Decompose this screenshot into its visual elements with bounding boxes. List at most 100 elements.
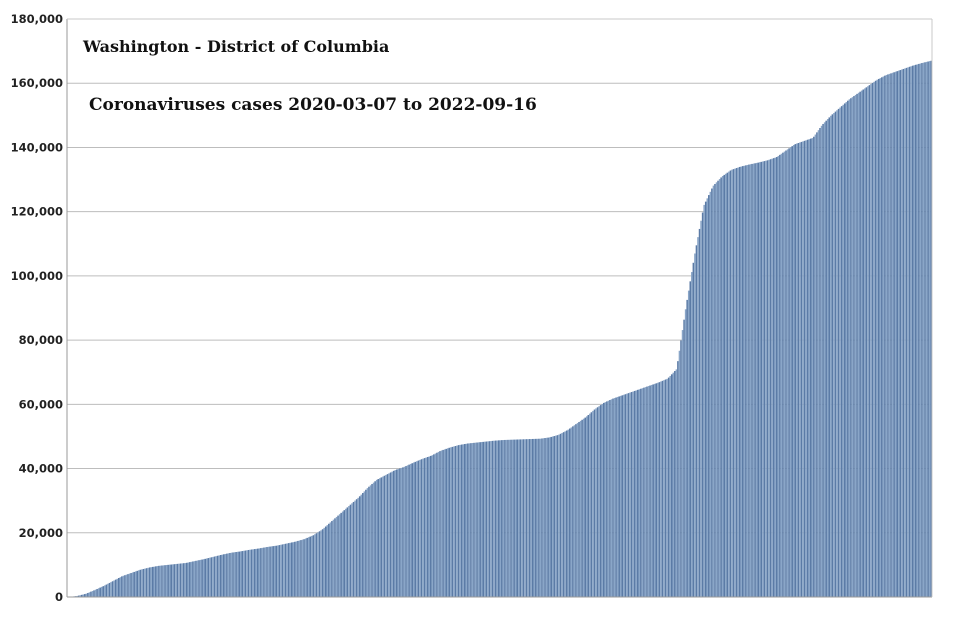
bar xyxy=(322,529,324,597)
bar xyxy=(86,594,88,597)
bar xyxy=(560,434,562,597)
bar xyxy=(532,439,534,597)
bar xyxy=(254,549,256,597)
bar xyxy=(881,77,883,597)
bar xyxy=(657,383,659,597)
bar xyxy=(583,419,585,597)
bar xyxy=(187,562,189,597)
bar xyxy=(388,473,390,597)
bar xyxy=(788,148,790,597)
bars-group xyxy=(69,61,932,597)
bar xyxy=(495,441,497,597)
bar xyxy=(398,469,400,597)
bar xyxy=(459,445,461,597)
bar xyxy=(669,376,671,597)
bar xyxy=(157,566,159,597)
bar xyxy=(693,263,695,597)
bar xyxy=(467,443,469,597)
bar xyxy=(374,481,376,597)
bar xyxy=(807,140,809,597)
bar xyxy=(822,124,824,597)
bar xyxy=(798,143,800,597)
bar xyxy=(396,470,398,597)
bar xyxy=(169,565,171,597)
bar xyxy=(255,549,257,597)
bar xyxy=(785,150,787,597)
bar xyxy=(283,544,285,597)
bar xyxy=(725,174,727,597)
y-tick-label: 100,000 xyxy=(11,269,63,283)
bar xyxy=(444,449,446,597)
bar xyxy=(458,445,460,597)
bar xyxy=(535,439,537,597)
bar xyxy=(912,66,914,597)
bar xyxy=(631,392,633,597)
bar xyxy=(228,553,230,597)
bar xyxy=(804,141,806,597)
bar xyxy=(700,221,702,597)
bar xyxy=(558,435,560,597)
bar xyxy=(513,440,515,597)
bar xyxy=(416,461,418,597)
bar xyxy=(411,463,413,597)
bar xyxy=(727,173,729,597)
bar xyxy=(496,440,498,597)
bar xyxy=(215,556,217,597)
bar xyxy=(116,579,118,597)
bar xyxy=(158,566,160,597)
bar xyxy=(829,117,831,597)
bar xyxy=(825,121,827,597)
bar xyxy=(415,462,417,597)
bar xyxy=(906,68,908,597)
bar xyxy=(342,512,344,598)
bar xyxy=(739,167,741,597)
bar xyxy=(475,443,477,597)
bar xyxy=(782,153,784,597)
y-tick-labels: 020,00040,00060,00080,000100,000120,0001… xyxy=(11,12,63,604)
bar xyxy=(96,589,98,597)
bar xyxy=(696,245,698,597)
bar xyxy=(291,542,293,597)
bar xyxy=(870,84,872,597)
bar xyxy=(567,430,569,597)
bar xyxy=(520,439,522,597)
bar xyxy=(370,485,372,597)
bar xyxy=(887,74,889,597)
bar xyxy=(830,116,832,597)
bar xyxy=(161,566,163,598)
chart-title: Washington - District of Columbia xyxy=(82,37,389,56)
bar xyxy=(289,543,291,597)
bar xyxy=(796,144,798,597)
bar xyxy=(617,397,619,597)
bar xyxy=(271,546,273,597)
bar xyxy=(533,439,535,597)
bar xyxy=(765,161,767,597)
bar xyxy=(778,156,780,597)
bar xyxy=(282,544,284,597)
bar xyxy=(521,439,523,597)
bar xyxy=(263,548,265,597)
bar xyxy=(348,506,350,597)
bar xyxy=(660,382,662,598)
bar xyxy=(439,451,441,597)
bar xyxy=(184,563,186,597)
bar xyxy=(181,563,183,597)
bar xyxy=(189,562,191,597)
bar xyxy=(225,554,227,597)
bar xyxy=(900,70,902,597)
bar xyxy=(438,452,440,597)
bar xyxy=(445,449,447,597)
bar xyxy=(859,92,861,597)
bar xyxy=(464,444,466,597)
bar xyxy=(716,182,718,597)
bar xyxy=(104,585,106,597)
bar xyxy=(314,534,316,597)
bar xyxy=(861,91,863,597)
bar xyxy=(844,103,846,597)
bar xyxy=(410,464,412,597)
bar xyxy=(879,78,881,597)
bar xyxy=(220,555,222,597)
bar xyxy=(293,542,295,597)
bar xyxy=(524,439,526,597)
bar xyxy=(413,463,415,597)
